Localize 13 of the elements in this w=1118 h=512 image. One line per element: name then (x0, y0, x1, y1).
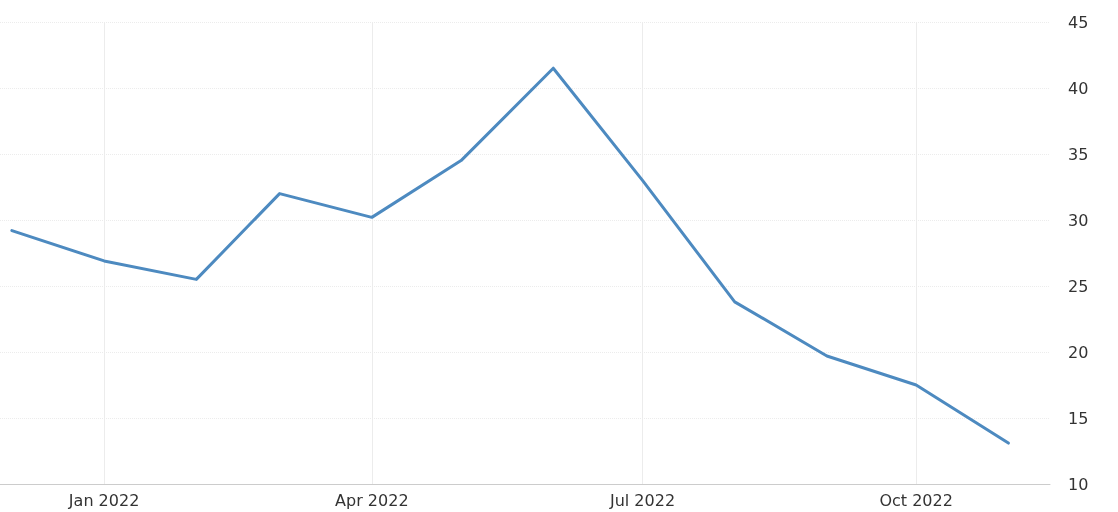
line-series (10, 66, 1010, 445)
x-tick-label: Oct 2022 (879, 490, 953, 510)
y-tick-label: 10 (1068, 474, 1089, 494)
y-tick-label: 15 (1068, 408, 1089, 428)
y-tick-label: 25 (1068, 276, 1089, 296)
y-tick-label: 30 (1068, 210, 1089, 230)
x-tick-label: Jan 2022 (67, 490, 140, 510)
y-tick-label: 40 (1068, 78, 1089, 98)
y-tick-label: 20 (1068, 342, 1089, 362)
y-tick-label: 45 (1068, 12, 1089, 32)
x-tick-label: Jul 2022 (608, 490, 676, 510)
x-tick-label: Apr 2022 (335, 490, 409, 510)
y-tick-label: 35 (1068, 144, 1089, 164)
